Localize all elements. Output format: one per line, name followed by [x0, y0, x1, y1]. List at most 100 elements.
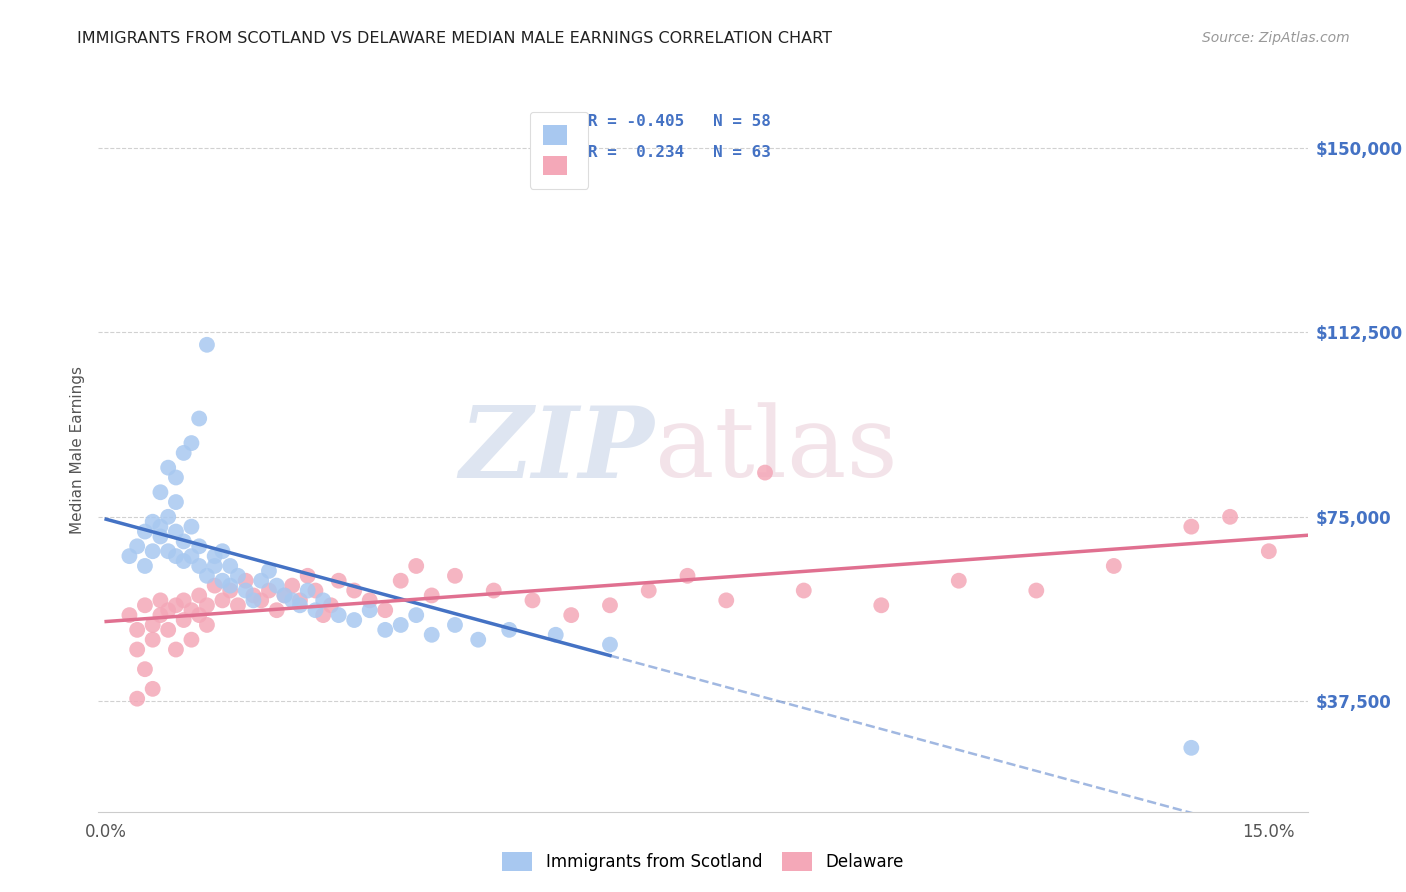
Point	[165, 599, 187, 613]
Point	[793, 583, 815, 598]
Point	[219, 558, 242, 573]
Point	[1180, 740, 1202, 755]
Point	[676, 569, 699, 583]
Point	[188, 608, 211, 623]
Point	[420, 589, 443, 603]
Point	[544, 628, 567, 642]
Point	[297, 583, 319, 598]
Point	[180, 436, 202, 450]
Point	[389, 618, 412, 632]
Point	[118, 549, 141, 563]
Point	[195, 599, 218, 613]
Point	[444, 618, 467, 632]
Point	[235, 574, 257, 588]
Point	[374, 603, 396, 617]
Point	[127, 691, 149, 706]
Point	[204, 549, 226, 563]
Point	[250, 574, 273, 588]
Point	[948, 574, 970, 588]
Point	[288, 593, 311, 607]
Point	[149, 485, 172, 500]
Point	[304, 583, 326, 598]
Point	[405, 608, 427, 623]
Point	[235, 583, 257, 598]
Point	[599, 599, 621, 613]
Point	[482, 583, 505, 598]
Point	[142, 632, 165, 647]
Point	[304, 603, 326, 617]
Text: R = -0.405   N = 58: R = -0.405 N = 58	[588, 114, 770, 129]
Point	[328, 608, 350, 623]
Point	[211, 544, 233, 558]
Point	[467, 632, 489, 647]
Point	[1180, 519, 1202, 533]
Point	[134, 558, 156, 573]
Point	[165, 495, 187, 509]
Point	[1257, 544, 1279, 558]
Point	[165, 470, 187, 484]
Point	[522, 593, 544, 607]
Point	[165, 524, 187, 539]
Point	[498, 623, 520, 637]
Point	[188, 558, 211, 573]
Point	[149, 593, 172, 607]
Point	[754, 466, 776, 480]
Point	[319, 599, 342, 613]
Point	[127, 539, 149, 553]
Point	[273, 589, 295, 603]
Text: ZIP: ZIP	[460, 402, 655, 499]
Point	[134, 524, 156, 539]
Point	[211, 593, 233, 607]
Point	[142, 618, 165, 632]
Point	[389, 574, 412, 588]
Point	[142, 681, 165, 696]
Point	[257, 564, 280, 578]
Point	[226, 599, 249, 613]
Point	[204, 558, 226, 573]
Point	[1025, 583, 1047, 598]
Point	[343, 583, 366, 598]
Point	[1219, 509, 1241, 524]
Point	[149, 519, 172, 533]
Point	[211, 574, 233, 588]
Point	[180, 603, 202, 617]
Point	[127, 623, 149, 637]
Point	[637, 583, 659, 598]
Legend: Immigrants from Scotland, Delaware: Immigrants from Scotland, Delaware	[494, 843, 912, 880]
Legend: , : ,	[530, 112, 588, 189]
Point	[242, 589, 264, 603]
Point	[157, 544, 180, 558]
Point	[870, 599, 893, 613]
Text: IMMIGRANTS FROM SCOTLAND VS DELAWARE MEDIAN MALE EARNINGS CORRELATION CHART: IMMIGRANTS FROM SCOTLAND VS DELAWARE MED…	[77, 31, 832, 46]
Point	[219, 583, 242, 598]
Point	[266, 579, 288, 593]
Point	[127, 642, 149, 657]
Point	[195, 338, 218, 352]
Point	[281, 593, 304, 607]
Text: R =  0.234   N = 63: R = 0.234 N = 63	[588, 145, 770, 160]
Point	[134, 662, 156, 676]
Point	[195, 618, 218, 632]
Point	[188, 539, 211, 553]
Point	[142, 544, 165, 558]
Point	[149, 608, 172, 623]
Text: Source: ZipAtlas.com: Source: ZipAtlas.com	[1202, 31, 1350, 45]
Point	[180, 519, 202, 533]
Point	[273, 589, 295, 603]
Point	[359, 593, 381, 607]
Text: atlas: atlas	[655, 402, 897, 499]
Point	[444, 569, 467, 583]
Point	[173, 554, 195, 568]
Point	[266, 603, 288, 617]
Point	[374, 623, 396, 637]
Point	[165, 549, 187, 563]
Point	[219, 579, 242, 593]
Point	[118, 608, 141, 623]
Point	[188, 589, 211, 603]
Point	[165, 642, 187, 657]
Point	[716, 593, 738, 607]
Point	[157, 603, 180, 617]
Point	[257, 583, 280, 598]
Point	[297, 569, 319, 583]
Point	[173, 613, 195, 627]
